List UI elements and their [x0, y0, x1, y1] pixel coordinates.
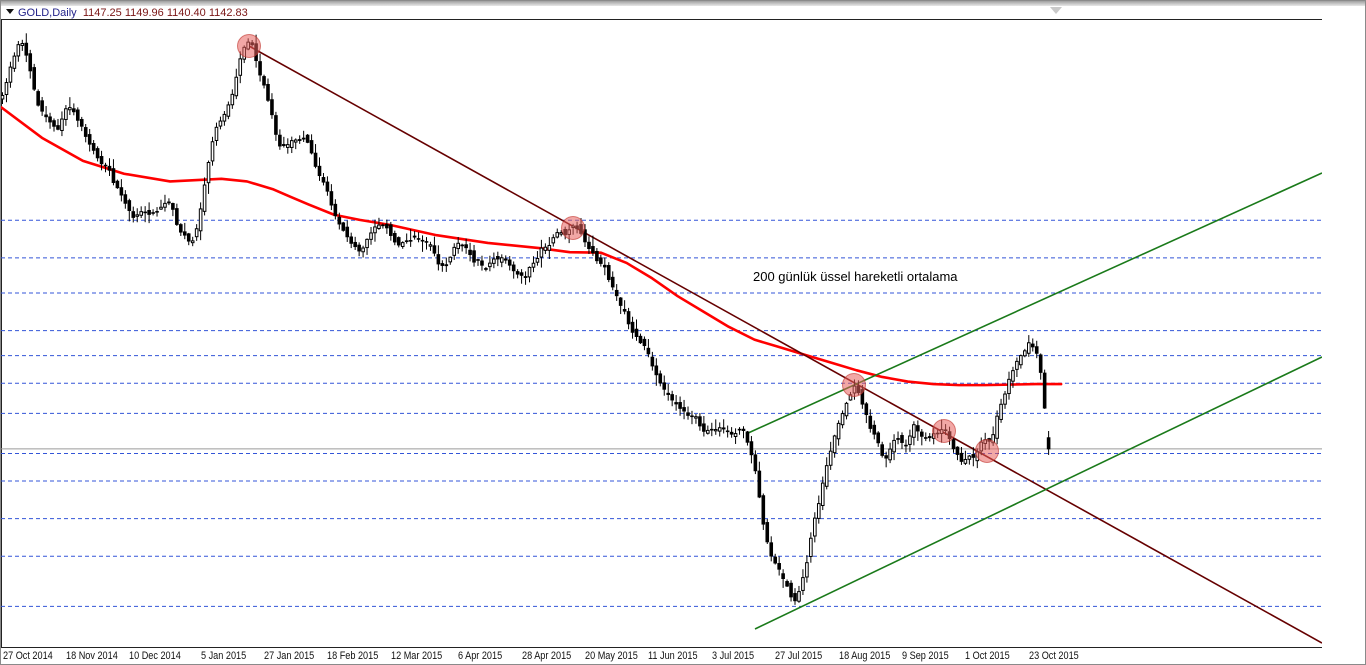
svg-text:200 günlük üssel hareketli ort: 200 günlük üssel hareketli ortalama [753, 269, 958, 284]
